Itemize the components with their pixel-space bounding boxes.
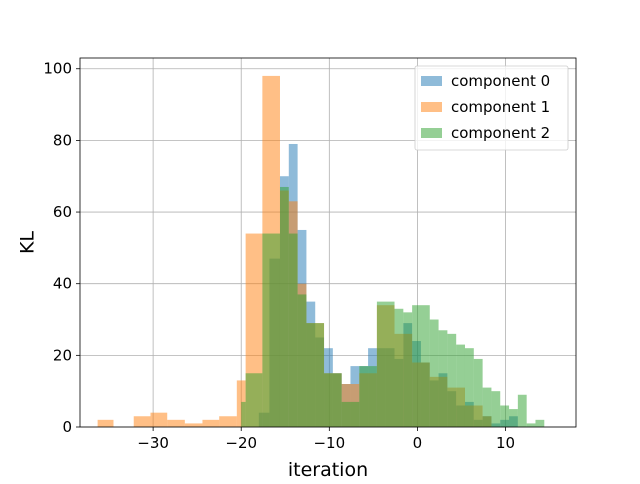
x-tick-label: −20 [225, 434, 257, 452]
x-tick-label: −30 [137, 434, 169, 452]
x-tick-label: 0 [413, 434, 423, 452]
y-tick-label: 40 [53, 275, 72, 293]
histogram-bar [430, 320, 439, 427]
histogram-bar [456, 345, 465, 427]
histogram-bar [324, 373, 342, 427]
histogram-bar [262, 234, 280, 427]
histogram-bar [465, 348, 474, 427]
histogram-bar [377, 302, 395, 427]
histogram-bar [219, 416, 237, 427]
y-tick-label: 60 [53, 203, 72, 221]
histogram-bar [491, 391, 500, 427]
histogram-bar [439, 330, 448, 427]
histogram-bar [298, 294, 307, 427]
histogram-bar [167, 420, 185, 427]
legend-label: component 0 [451, 72, 550, 90]
x-tick-label: −10 [313, 434, 345, 452]
histogram-bar [447, 334, 456, 427]
histogram-bar [412, 305, 430, 427]
x-axis-label: iteration [288, 459, 368, 480]
legend: component 0 component 1 component 2 [415, 66, 568, 150]
histogram-bar [527, 423, 536, 427]
legend-label: component 2 [451, 124, 550, 142]
histogram-bar [483, 388, 492, 427]
histogram-bar [509, 409, 518, 427]
histogram-bar [395, 309, 404, 427]
histogram-bar [98, 420, 114, 427]
legend-label: component 1 [451, 98, 550, 116]
histogram-bar [535, 420, 544, 427]
histogram-bar [474, 359, 483, 427]
histogram-bar [289, 234, 298, 427]
histogram-bar [342, 402, 360, 427]
histogram-bar [403, 312, 412, 427]
x-tick-label: 10 [496, 434, 515, 452]
y-tick-label: 20 [53, 346, 72, 364]
legend-swatch [421, 128, 442, 138]
histogram-bar [246, 373, 263, 427]
legend-swatch [421, 102, 442, 112]
y-tick-label: 100 [43, 60, 72, 78]
histogram-bar [134, 416, 151, 427]
histogram-bar [518, 395, 527, 427]
histogram-bar [306, 323, 324, 427]
histogram-bar [202, 420, 219, 427]
histogram-bar [359, 366, 377, 427]
histogram-bar [280, 187, 289, 427]
histogram-bar [185, 423, 203, 427]
histogram-bar [241, 402, 245, 427]
histogram-bar [500, 406, 509, 427]
legend-swatch [421, 76, 442, 86]
y-tick-label: 80 [53, 131, 72, 149]
y-tick-label: 0 [62, 418, 72, 436]
histogram-bar [150, 413, 167, 427]
y-axis-label: KL [17, 231, 39, 254]
